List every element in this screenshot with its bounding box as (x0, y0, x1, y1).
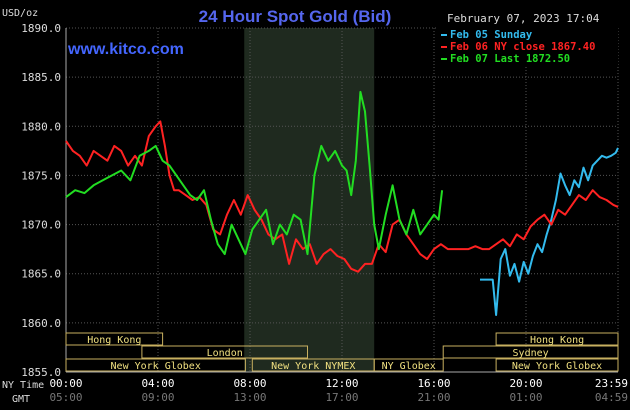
x-tick-label-ny: 00:00 (49, 377, 82, 390)
date-label: February 07, 2023 17:04 (447, 12, 600, 25)
session-label: New York Globex (512, 361, 602, 372)
x-tick-label-ny: 08:00 (233, 377, 266, 390)
session-label: Sydney (513, 348, 549, 359)
series-line-feb-05-sunday (480, 147, 619, 316)
watermark: www.kitco.com (67, 41, 184, 58)
session-box (65, 358, 246, 372)
y-tick-label: 1855.0 (21, 366, 61, 379)
y-tick-label: 1860.0 (21, 317, 61, 330)
session-box (495, 358, 619, 372)
session-label: London (207, 348, 243, 359)
x-tick-label-ny: 23:59 (595, 377, 628, 390)
legend-entry: Feb 05 Sunday (450, 29, 533, 41)
session-layer: Hong Kong Hong Kong London Sydney New York G… (65, 332, 619, 372)
x-tick-label-ny: 04:00 (141, 377, 174, 390)
chart-title: 24 Hour Spot Gold (Bid) (199, 7, 392, 26)
axis-layer: 1890.0 1885.0 1880.0 1875.0 1870.0 1865.0 1860… (21, 22, 628, 404)
legend-background (436, 27, 618, 67)
x-tick-label-gmt: 05:00 (49, 391, 82, 404)
x-tick-label-gmt: 04:59 (595, 391, 628, 404)
y-tick-label: 1865.0 (21, 268, 61, 281)
series-layer (65, 90, 619, 316)
y-tick-label: 1875.0 (21, 169, 61, 182)
y-unit-label: USD/oz (2, 8, 38, 19)
x-tick-label-gmt: 13:00 (233, 391, 266, 404)
x-tick-label-ny: 20:00 (509, 377, 542, 390)
session-box (141, 345, 308, 359)
series-line-feb-06-ny-close-1867-40 (65, 120, 619, 273)
session-box (65, 332, 164, 346)
session-label: Hong Kong (87, 335, 141, 346)
session-box (373, 358, 444, 372)
x-tick-label-gmt: 21:00 (417, 391, 450, 404)
y-tick-label: 1880.0 (21, 120, 61, 133)
legend-entry: Feb 07 Last 1872.50 (450, 53, 570, 65)
session-label: New York NYMEX (271, 361, 355, 372)
nymex-highlight-band (244, 28, 375, 372)
x-tick-label-ny: 16:00 (417, 377, 450, 390)
y-tick-label: 1870.0 (21, 219, 61, 232)
session-label: Hong Kong (530, 335, 584, 346)
legend-entry: Feb 06 NY close 1867.40 (450, 41, 595, 53)
highlight-layer (244, 28, 375, 372)
session-box (495, 332, 619, 346)
x-tick-label-ny: 12:00 (325, 377, 358, 390)
x-tick-label-gmt: 09:00 (141, 391, 174, 404)
row-label-gmt: GMT (12, 394, 30, 405)
row-label-ny: NY Time (2, 380, 44, 391)
session-label: New York Globex (111, 361, 201, 372)
session-label: NY Globex (382, 361, 436, 372)
series-line-feb-07-last-1872-50 (65, 90, 444, 256)
session-box (442, 345, 619, 359)
y-tick-label: 1890.0 (21, 22, 61, 35)
x-tick-label-gmt: 01:00 (509, 391, 542, 404)
y-tick-label: 1885.0 (21, 71, 61, 84)
x-tick-label-gmt: 17:00 (325, 391, 358, 404)
